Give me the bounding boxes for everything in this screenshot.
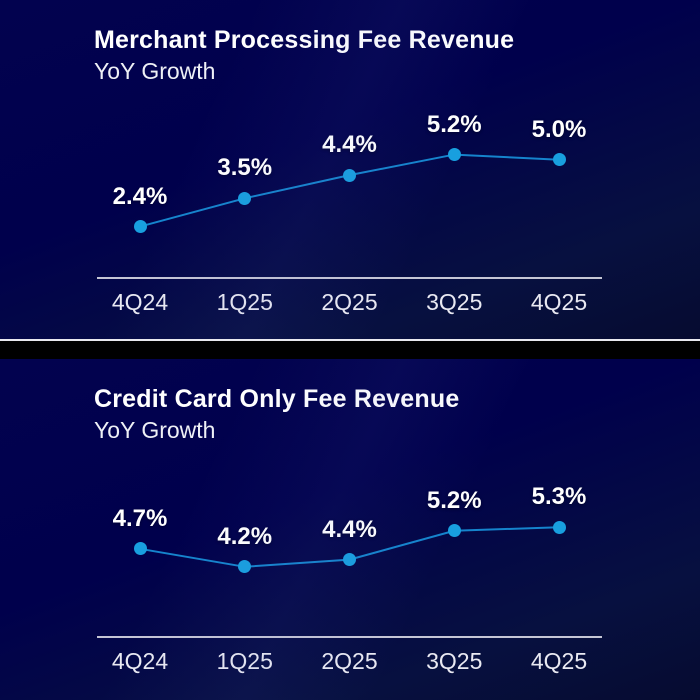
x-axis-tick-label: 2Q25 xyxy=(321,289,378,315)
data-point xyxy=(447,524,461,538)
x-axis-tick-label: 4Q24 xyxy=(111,648,169,674)
data-point xyxy=(343,168,356,182)
x-axis-tick-label: 1Q25 xyxy=(216,289,273,315)
line-chart: 4.7% 4Q24 4.2% 1Q25 4.4% 2Q25 5.2% 3Q25 5.3% 4Q25 xyxy=(0,359,700,700)
data-label: 5.0% xyxy=(531,115,587,143)
chart-title: Credit Card Only Fee Revenue xyxy=(94,385,460,413)
line-chart: 2.4% 4Q24 3.5% 1Q25 4.4% 2Q25 5.2% 3Q25 5.0% 4Q25 xyxy=(0,0,700,339)
data-label: 4.4% xyxy=(322,131,377,159)
data-label: 4.4% xyxy=(322,515,377,543)
data-label: 3.5% xyxy=(217,154,273,182)
chart-subtitle: YoY Growth xyxy=(94,58,216,84)
x-axis-tick-label: 3Q25 xyxy=(426,648,483,674)
x-axis-tick-label: 4Q25 xyxy=(530,289,588,315)
data-point xyxy=(343,553,356,567)
chart-panel-credit-card-only: Credit Card Only Fee Revenue YoY Growth … xyxy=(0,359,700,700)
data-label: 5.2% xyxy=(426,486,482,514)
data-label: 4.2% xyxy=(217,522,273,550)
x-axis-line xyxy=(97,277,602,279)
data-point xyxy=(552,153,566,167)
x-axis-tick-label: 3Q25 xyxy=(426,289,483,315)
data-point xyxy=(238,560,252,574)
data-point xyxy=(552,520,566,534)
data-point xyxy=(447,148,461,162)
x-axis-tick-label: 1Q25 xyxy=(216,648,273,674)
x-axis-tick-label: 4Q24 xyxy=(111,289,169,315)
data-label: 5.3% xyxy=(531,483,587,511)
data-point xyxy=(133,220,147,234)
data-label: 4.7% xyxy=(112,504,168,532)
data-label: 5.2% xyxy=(426,110,482,138)
data-label: 2.4% xyxy=(112,182,168,210)
x-axis-tick-label: 4Q25 xyxy=(530,648,588,674)
chart-subtitle: YoY Growth xyxy=(94,417,216,443)
data-point xyxy=(133,542,147,556)
x-axis-line xyxy=(97,636,602,638)
data-point xyxy=(238,191,252,205)
chart-title: Merchant Processing Fee Revenue xyxy=(94,26,515,54)
panel-divider xyxy=(0,341,700,359)
chart-panel-merchant-processing: Merchant Processing Fee Revenue YoY Grow… xyxy=(0,0,700,341)
x-axis-tick-label: 2Q25 xyxy=(321,648,378,674)
